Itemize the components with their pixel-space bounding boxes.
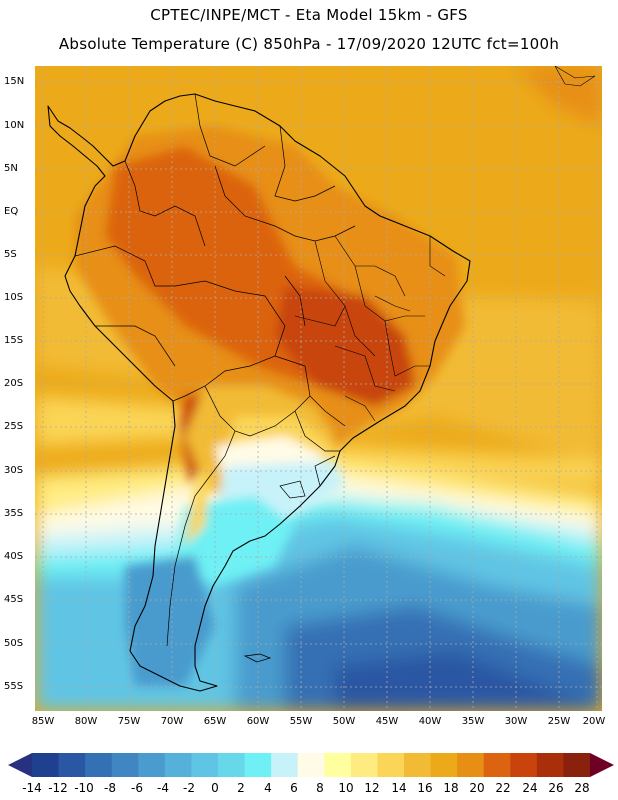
lat-label: 5S — [4, 249, 17, 260]
colorbar-label: 26 — [548, 781, 564, 795]
colorbar-label: 6 — [290, 781, 298, 795]
colorbar-label: 28 — [574, 781, 590, 795]
colorbar-label: -4 — [157, 781, 169, 795]
colorbar-cell — [404, 753, 431, 777]
colorbar-label: -10 — [74, 781, 94, 795]
colorbar-cell — [324, 753, 352, 777]
colorbar-cell — [32, 753, 59, 777]
lon-label: 35W — [461, 716, 485, 727]
colorbar-cell — [191, 753, 219, 777]
lat-label: 15S — [4, 335, 24, 346]
colorbar-label: -8 — [104, 781, 116, 795]
colorbar-cell — [271, 753, 299, 777]
lon-label: 85W — [31, 716, 55, 727]
map-title-line-1: CPTEC/INPE/MCT - Eta Model 15km - GFS — [150, 6, 468, 24]
colorbar-label: 16 — [417, 781, 433, 795]
colorbar-label: 0 — [211, 781, 219, 795]
colorbar-label: 2 — [237, 781, 245, 795]
lon-label: 20W — [582, 716, 606, 727]
lon-label: 45W — [375, 716, 399, 727]
colorbar-label: 12 — [364, 781, 380, 795]
lat-label: 50S — [4, 638, 24, 649]
colorbar-label: -14 — [22, 781, 42, 795]
lon-label: 60W — [246, 716, 270, 727]
colorbar-label: 14 — [391, 781, 407, 795]
colorbar-label: 8 — [316, 781, 324, 795]
lon-label: 65W — [203, 716, 227, 727]
lon-label: 50W — [332, 716, 356, 727]
lat-label: EQ — [4, 206, 19, 217]
colorbar-cell — [164, 753, 192, 777]
colorbar-label: -2 — [183, 781, 195, 795]
lat-label: 25S — [4, 421, 24, 432]
lat-label: 20S — [4, 378, 24, 389]
lat-label: 15N — [4, 76, 25, 87]
lon-label: 55W — [289, 716, 313, 727]
lat-label: 5N — [4, 163, 18, 174]
brazil-state-borders — [294, 235, 446, 422]
colorbar-label: 20 — [469, 781, 485, 795]
colorbar-label: -12 — [48, 781, 68, 795]
colorbar-cell — [483, 753, 511, 777]
lat-label: 35S — [4, 508, 24, 519]
colorbar-cell — [58, 753, 86, 777]
continent-temperature — [75, 126, 465, 686]
colorbar-cell — [457, 753, 485, 777]
south-america-coastline — [47, 93, 471, 692]
lon-label: 80W — [74, 716, 98, 727]
colorbar-label: 10 — [338, 781, 354, 795]
colorbar-cell — [536, 753, 564, 777]
map-title-line-2: Absolute Temperature (C) 850hPa - 17/09/… — [58, 35, 560, 53]
colorbar-cell — [297, 753, 325, 777]
temperature-map — [35, 66, 602, 711]
lon-label: 30W — [504, 716, 528, 727]
colorbar-cell — [563, 753, 591, 777]
lat-label: 45S — [4, 594, 24, 605]
colorbar-under-arrow — [8, 753, 32, 777]
lon-label: 70W — [160, 716, 184, 727]
lon-label: 25W — [547, 716, 571, 727]
colorbar-cell — [218, 753, 245, 777]
country-borders — [74, 93, 356, 647]
colorbar-cells — [32, 753, 591, 777]
colorbar-cell — [350, 753, 378, 777]
lat-label: 30S — [4, 465, 24, 476]
lon-label: 75W — [117, 716, 141, 727]
lon-label: 40W — [418, 716, 442, 727]
colorbar-label: 18 — [443, 781, 459, 795]
uruguay-lagoon — [279, 480, 306, 499]
colorbar-label: -6 — [131, 781, 143, 795]
colorbar-over-arrow — [590, 753, 614, 777]
colorbar-cell — [377, 753, 405, 777]
caribbean-islands — [554, 66, 596, 87]
lat-label: 10S — [4, 292, 24, 303]
map-canvas — [35, 66, 602, 711]
colorbar-cell — [111, 753, 139, 777]
lat-label: 55S — [4, 681, 24, 692]
colorbar-label: 4 — [264, 781, 272, 795]
lat-label: 40S — [4, 551, 24, 562]
falkland-islands — [243, 653, 272, 663]
colorbar-cell — [244, 753, 272, 777]
colorbar-cell — [430, 753, 458, 777]
colorbar-cell — [510, 753, 538, 777]
colorbar-cell — [85, 753, 113, 777]
colorbar — [8, 753, 614, 777]
colorbar-cell — [138, 753, 166, 777]
lat-label: 10N — [4, 120, 25, 131]
colorbar-label: 22 — [495, 781, 511, 795]
colorbar-label: 24 — [522, 781, 538, 795]
